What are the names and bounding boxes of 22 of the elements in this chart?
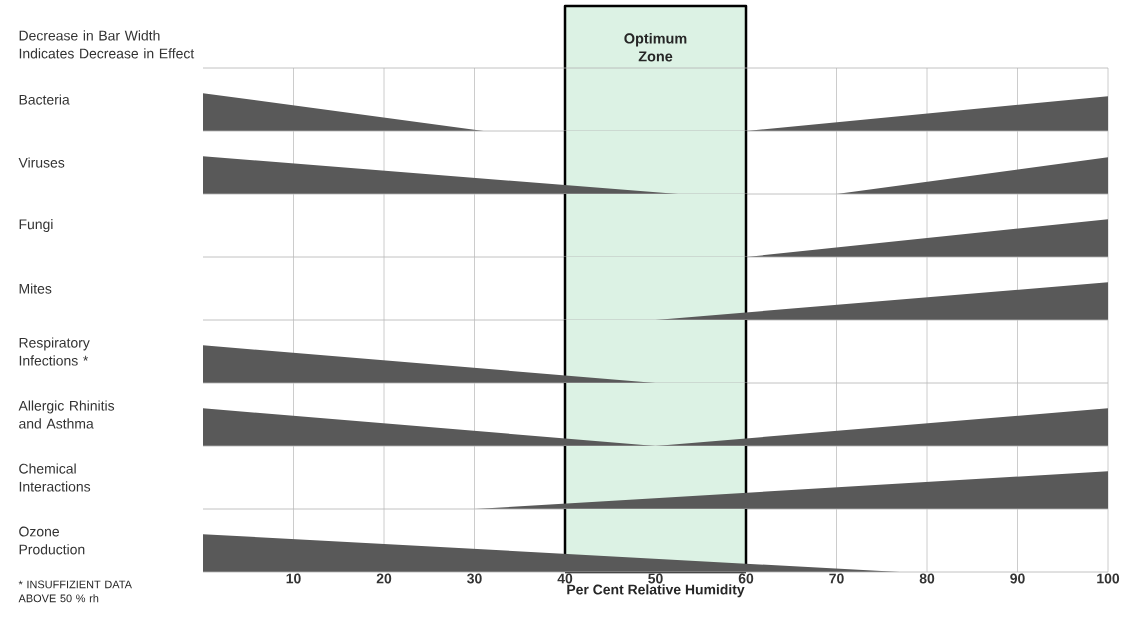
- x-tick-label: 20: [376, 573, 392, 584]
- x-tick-label: 70: [829, 573, 844, 584]
- text: * INSUFFIZIENT DATA ABOVE 50 % rh: [18, 580, 132, 603]
- x-axis-title: Per Cent Relative Humidity: [567, 584, 745, 598]
- x-tick-label: 10: [286, 573, 301, 584]
- x-tick-label: 90: [1010, 573, 1025, 584]
- x-tick-label: 40: [557, 573, 573, 584]
- x-tick-label: 60: [738, 573, 754, 584]
- band-label: Optimum Zone: [624, 32, 687, 62]
- y-axis-title: Fungi: [19, 219, 53, 232]
- y-axis-title: Mites: [19, 283, 52, 294]
- x-tick-label: 50: [648, 573, 663, 584]
- y-axis-title: Bacteria: [19, 94, 70, 105]
- x-tick-label: 30: [467, 573, 482, 584]
- chart-title: Decrease in Bar Width Indicates Decrease in Effect: [19, 30, 195, 59]
- y-axis-title: Ozone Production: [19, 526, 85, 555]
- y-axis-title: Allergic Rhinitis and Asthma: [18, 400, 115, 429]
- y-axis-title: Viruses: [18, 157, 65, 168]
- y-axis-title: Chemical Interactions: [19, 463, 91, 492]
- x-tick-label: 100: [1097, 573, 1120, 584]
- y-axis-title: Respiratory Infections *: [19, 337, 90, 366]
- x-tick-label: 80: [919, 573, 935, 584]
